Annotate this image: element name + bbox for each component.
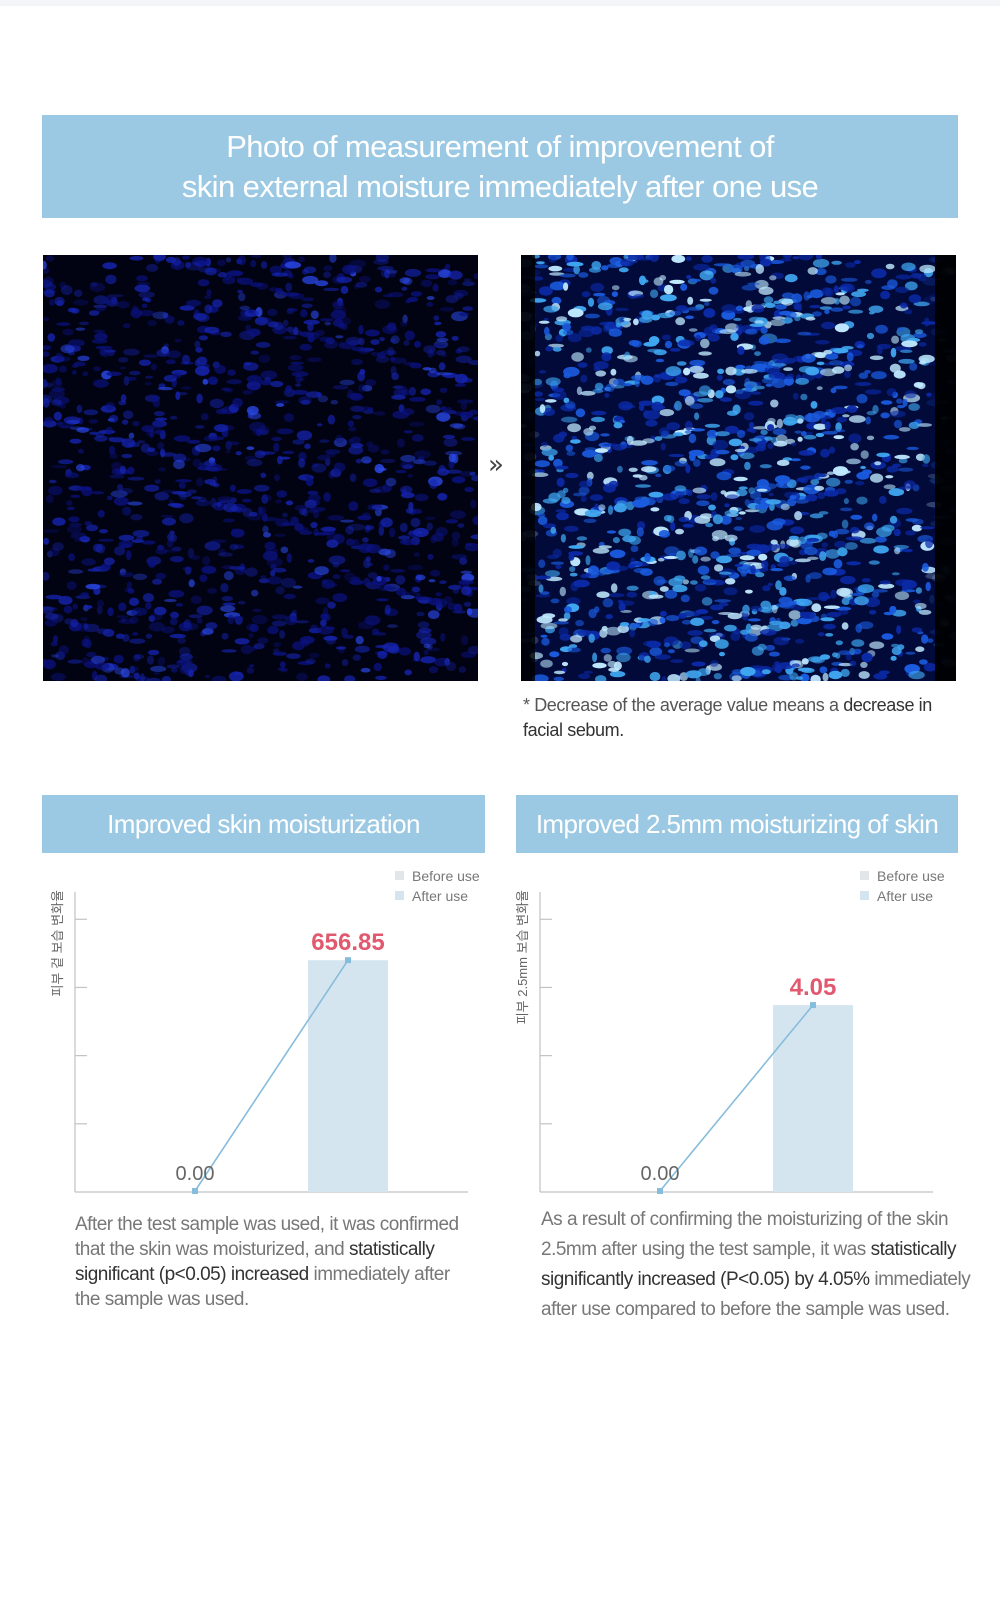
double-chevron-right-icon: » <box>488 450 504 480</box>
point-after-use <box>345 957 351 964</box>
description-left: After the test sample was used, it was c… <box>75 1212 475 1312</box>
legend-label-before: Before use <box>412 868 480 884</box>
trend-line <box>659 1004 814 1192</box>
legend-swatch-before <box>860 871 869 880</box>
trend-line <box>194 959 349 1192</box>
value-label-after-use: 656.85 <box>311 929 384 956</box>
footnote: * Decrease of the average value means a … <box>523 693 953 743</box>
banner-title-line2: skin external moisture immediately after… <box>181 168 819 204</box>
chart-2-5mm-moisturizing: 피부 2.5mm 보습 변화율 0.00 4.05 Before use After u… <box>515 868 955 1200</box>
chart-skin-moisturization-svg: 피부 겉 보습 변화율 0.00 656.85 Before use After use <box>50 868 480 1194</box>
description-right: As a result of confirming the moisturizi… <box>541 1205 991 1325</box>
description-left-emphasis: statistically significant (p<0.05) incre… <box>75 1239 435 1285</box>
description-right-text-1: As a result of confirming the moisturizi… <box>541 1209 949 1260</box>
legend-label-after: After use <box>877 888 933 904</box>
bar-after-use <box>308 960 388 1192</box>
legend-swatch-before <box>395 871 404 880</box>
before-skin-texture <box>43 255 478 681</box>
after-skin-texture <box>521 255 956 681</box>
section-title-skin-moisturization: Improved skin moisturization <box>42 795 485 853</box>
point-before-use <box>192 1188 198 1194</box>
value-label-after-use: 4.05 <box>790 974 837 1001</box>
top-divider <box>0 0 1000 6</box>
value-label-before-use: 0.00 <box>641 1163 680 1185</box>
chart-2-5mm-moisturizing-svg: 피부 2.5mm 보습 변화율 0.00 4.05 Before use After u… <box>515 868 945 1194</box>
point-before-use <box>657 1188 663 1194</box>
measurement-banner: Photo of measurement of improvement of s… <box>42 115 958 218</box>
before-skin-photo <box>43 255 478 681</box>
legend-swatch-after <box>395 891 404 900</box>
legend-label-after: After use <box>412 888 468 904</box>
after-skin-photo <box>521 255 956 681</box>
footnote-text: * Decrease of the average value means a <box>523 695 844 715</box>
y-axis-label: 피부 2.5mm 보습 변화율 <box>515 890 530 1024</box>
banner-title-line1: Photo of measurement of improvement of <box>226 128 774 164</box>
description-right-text-2: immediately after use compared to before… <box>541 1269 971 1320</box>
section-title-2-5mm-moisturizing: Improved 2.5mm moisturizing of skin <box>516 795 958 853</box>
chart-skin-moisturization: 피부 겉 보습 변화율 0.00 656.85 Before use After use <box>50 868 490 1200</box>
y-axis-label: 피부 겉 보습 변화율 <box>50 890 65 997</box>
value-label-before-use: 0.00 <box>176 1163 215 1185</box>
point-after-use <box>810 1002 816 1009</box>
legend-swatch-after <box>860 891 869 900</box>
footnote-emphasis: decrease in facial sebum. <box>523 695 932 740</box>
bar-after-use <box>773 1005 853 1192</box>
description-left-text-1: After the test sample was used, it was c… <box>75 1214 459 1260</box>
description-left-text-2: immediately after the sample was used. <box>75 1264 450 1310</box>
legend-label-before: Before use <box>877 868 945 884</box>
description-right-emphasis: statistically significantly increased (P… <box>541 1239 956 1290</box>
